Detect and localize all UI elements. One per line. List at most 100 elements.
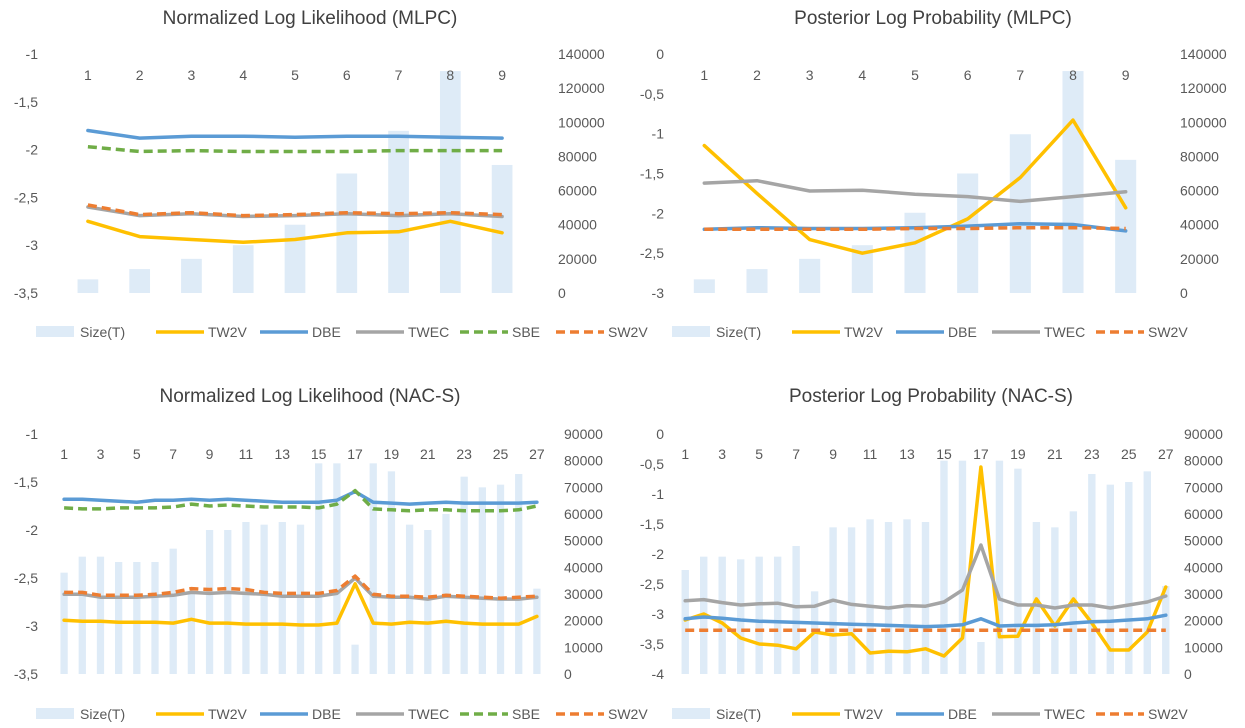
legend-label: TWEC	[408, 706, 449, 722]
x-tick-label: 9	[498, 67, 506, 83]
size-bar	[515, 474, 523, 674]
y2-tick-label: 40000	[1184, 559, 1223, 575]
y2-tick-label: 50000	[564, 533, 603, 549]
y2-tick-label: 0	[1180, 285, 1188, 301]
y2-tick-label: 30000	[1184, 586, 1223, 602]
size-bar	[921, 522, 930, 674]
chart-title: Normalized Log Likelihood (NAC-S)	[160, 386, 461, 407]
y-tick-label: -3,5	[14, 666, 38, 682]
legend-label: TW2V	[844, 324, 884, 340]
size-bar	[129, 269, 151, 293]
size-bar	[736, 559, 745, 674]
y2-tick-label: 10000	[564, 639, 603, 655]
x-tick-label: 7	[792, 446, 800, 462]
size-bar	[1014, 468, 1022, 674]
series-line-dbe	[683, 613, 1168, 629]
y2-tick-label: 60000	[1184, 506, 1223, 522]
size-bar	[96, 556, 105, 674]
size-bar	[681, 570, 689, 674]
y-tick-label: -2,5	[640, 245, 664, 261]
series-line-sw2v	[64, 574, 537, 600]
x-tick-label: 5	[133, 446, 141, 462]
y2-tick-label: 0	[564, 666, 572, 682]
size-bar	[958, 460, 967, 674]
size-bar	[799, 258, 821, 293]
y-tick-label: 0	[656, 46, 664, 62]
size-bar	[792, 546, 800, 674]
y-tick-label: -4	[652, 666, 665, 682]
series-line-twec	[702, 178, 1128, 204]
size-bar	[533, 588, 541, 674]
y2-tick-label: 20000	[1184, 613, 1223, 629]
y2-tick-label: 100000	[558, 114, 605, 130]
x-tick-label: 4	[858, 67, 866, 83]
x-tick-label: 3	[188, 67, 196, 83]
chart-panel-1: Normalized Log Likelihood (MLPC) -1 -1,5 -2…	[14, 8, 648, 340]
legend-label: DBE	[312, 324, 341, 340]
series-line-twec	[86, 205, 504, 219]
series-line-sbe	[64, 488, 538, 513]
size-bar	[1106, 484, 1115, 674]
y2-tick-label: 30000	[564, 586, 603, 602]
x-tick-label: 7	[169, 446, 177, 462]
x-tick-label: 3	[97, 446, 105, 462]
legend-label: SW2V	[1148, 706, 1188, 722]
y2-tick-label: 0	[1184, 666, 1192, 682]
y2-tick-label: 20000	[1180, 251, 1219, 267]
size-bar	[242, 522, 250, 674]
y2-tick-label: 80000	[1180, 148, 1219, 164]
y-tick-label: -1	[26, 426, 39, 442]
chart-panel-3: Normalized Log Likelihood (NAC-S) -1 -1,5 -…	[14, 386, 648, 722]
series-line-tw2v	[702, 118, 1128, 255]
legend-label: Size(T)	[80, 324, 125, 340]
x-tick-label: 5	[911, 67, 919, 83]
chart-panel-4: Posterior Log Probability (NAC-S) 0 -0,5 -1…	[640, 386, 1223, 722]
series-line-tw2v	[62, 582, 539, 627]
legend-label: DBE	[948, 706, 977, 722]
y2-tick-label: 120000	[1180, 80, 1227, 96]
size-bar	[866, 519, 874, 674]
chart-title: Posterior Log Probability (NAC-S)	[789, 386, 1073, 407]
size-bar	[1069, 511, 1078, 674]
y2-tick-label: 140000	[558, 46, 605, 62]
y2-tick-label: 40000	[558, 217, 597, 233]
x-tick-label: 5	[755, 446, 763, 462]
x-tick-label: 8	[446, 67, 454, 83]
y-tick-label: -2	[652, 546, 665, 562]
y2-tick-label: 100000	[1180, 114, 1227, 130]
x-tick-label: 7	[1016, 67, 1024, 83]
x-tick-label: 27	[1158, 446, 1174, 462]
y-tick-label: -3	[652, 606, 665, 622]
x-tick-label: 7	[395, 67, 403, 83]
size-bar	[169, 548, 177, 674]
y2-tick-label: 90000	[564, 426, 603, 442]
y2-tick-label: 40000	[1180, 217, 1219, 233]
y-tick-label: -1	[26, 46, 39, 62]
legend-label: SBE	[512, 324, 540, 340]
x-tick-label: 17	[973, 446, 989, 462]
size-bar	[387, 471, 396, 674]
size-bar	[903, 519, 911, 674]
chart-title: Normalized Log Likelihood (MLPC)	[163, 8, 458, 29]
y2-tick-label: 0	[558, 285, 566, 301]
y-tick-label: -1,5	[14, 94, 38, 110]
y-tick-label: -1	[652, 486, 665, 502]
y2-tick-label: 60000	[558, 183, 597, 199]
size-bar	[460, 476, 468, 674]
size-bar	[181, 258, 202, 293]
size-bar	[1125, 482, 1133, 674]
x-tick-label: 15	[311, 446, 327, 462]
x-tick-label: 5	[291, 67, 299, 83]
y2-tick-label: 20000	[564, 613, 603, 629]
size-bar	[940, 460, 948, 674]
size-bar	[773, 556, 782, 674]
size-bar	[496, 484, 505, 674]
size-bar	[115, 562, 123, 674]
x-tick-label: 19	[384, 446, 400, 462]
chart-panel-2: Posterior Log Probability (MLPC) 0 -0,5 -1 -…	[640, 8, 1227, 340]
legend-label: TWEC	[1044, 706, 1085, 722]
size-bar	[260, 524, 268, 674]
size-bar	[278, 522, 286, 674]
size-bar	[718, 556, 726, 674]
